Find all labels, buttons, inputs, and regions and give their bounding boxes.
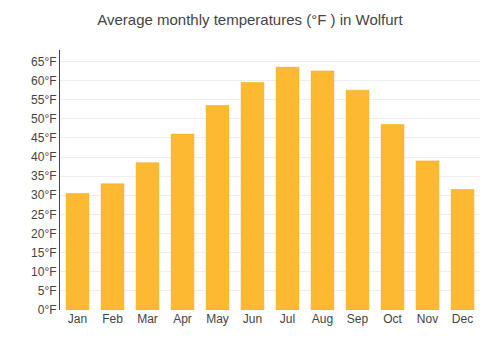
svg-text:50°F: 50°F xyxy=(31,112,56,126)
svg-text:Feb: Feb xyxy=(102,312,123,326)
svg-text:Average monthly temperatures (: Average monthly temperatures (°F ) in Wo… xyxy=(97,11,403,28)
svg-text:Aug: Aug xyxy=(312,312,333,326)
svg-text:60°F: 60°F xyxy=(31,74,56,88)
svg-text:10°F: 10°F xyxy=(31,265,56,279)
svg-text:5°F: 5°F xyxy=(38,284,57,298)
svg-text:Apr: Apr xyxy=(173,312,192,326)
svg-text:20°F: 20°F xyxy=(31,227,56,241)
svg-text:Sep: Sep xyxy=(347,312,369,326)
svg-text:65°F: 65°F xyxy=(31,55,56,69)
svg-text:35°F: 35°F xyxy=(31,169,56,183)
svg-text:Mar: Mar xyxy=(137,312,158,326)
svg-text:Jan: Jan xyxy=(68,312,87,326)
svg-text:Jun: Jun xyxy=(243,312,262,326)
svg-text:Oct: Oct xyxy=(383,312,402,326)
svg-text:Nov: Nov xyxy=(417,312,438,326)
svg-text:Dec: Dec xyxy=(452,312,473,326)
svg-text:May: May xyxy=(206,312,229,326)
svg-text:45°F: 45°F xyxy=(31,131,56,145)
svg-text:55°F: 55°F xyxy=(31,93,56,107)
svg-text:25°F: 25°F xyxy=(31,208,56,222)
svg-text:40°F: 40°F xyxy=(31,150,56,164)
svg-text:Jul: Jul xyxy=(280,312,295,326)
svg-text:15°F: 15°F xyxy=(31,246,56,260)
svg-text:30°F: 30°F xyxy=(31,188,56,202)
svg-text:0°F: 0°F xyxy=(38,303,57,317)
